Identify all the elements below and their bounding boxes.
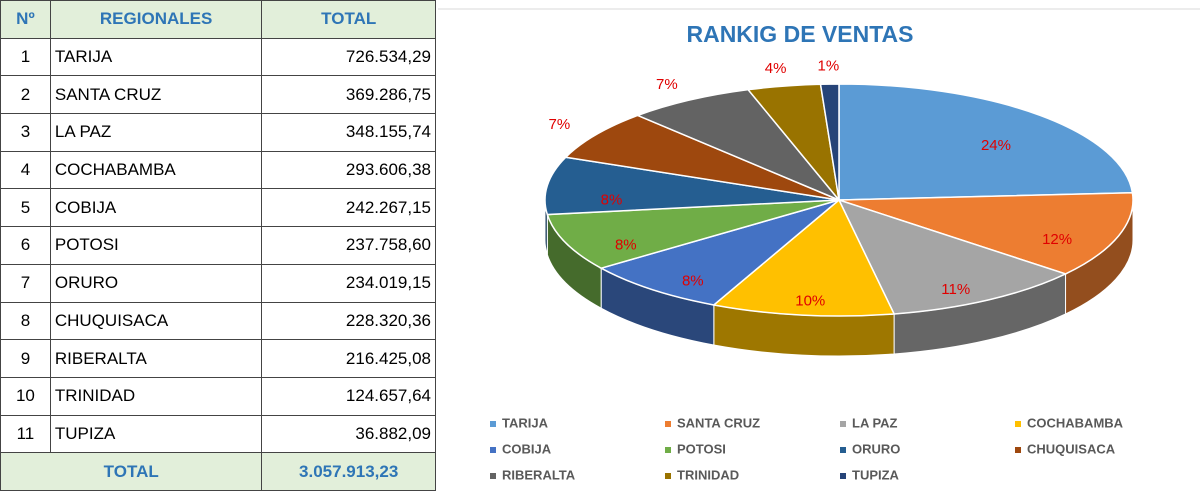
data-label: 12%	[1042, 231, 1072, 248]
table-cell: 1	[0, 37, 51, 77]
table-cell: 369.286,75	[261, 75, 436, 115]
table-row: 9 RIBERALTA 216.425,08	[0, 339, 436, 378]
table-row: 3 LA PAZ 348.155,74	[0, 113, 436, 152]
footer-total: 3.057.913,23	[261, 452, 436, 491]
legend-swatch	[665, 421, 671, 427]
legend-label: RIBERALTA	[502, 467, 576, 482]
table-row: 5 COBIJA 242.267,15	[0, 188, 436, 228]
table-row: 11 TUPIZA 36.882,09	[0, 414, 436, 454]
legend-swatch	[840, 447, 846, 453]
data-label: 11%	[941, 281, 970, 298]
table-cell: 726.534,29	[261, 37, 436, 77]
table-cell: LA PAZ	[49, 113, 263, 152]
pie-slice	[564, 114, 840, 201]
data-label: 1%	[818, 58, 840, 75]
legend-label: TARIJA	[502, 415, 549, 430]
legend-label: LA PAZ	[852, 415, 898, 430]
data-label: 8%	[601, 192, 623, 209]
pie-slice	[635, 88, 840, 201]
legend-swatch	[665, 447, 671, 453]
pie-slice	[819, 83, 840, 201]
data-label: 24%	[981, 137, 1011, 154]
pie-slice	[546, 199, 840, 269]
table-cell: RIBERALTA	[49, 339, 263, 378]
pie-slice	[544, 156, 840, 216]
table-cell: 5	[0, 188, 51, 228]
table-cell: COBIJA	[49, 188, 263, 228]
table-cell: 8	[0, 301, 51, 341]
data-label: 10%	[795, 293, 825, 310]
legend-label: POTOSI	[677, 441, 726, 456]
table-cell: 216.425,08	[261, 339, 436, 378]
pie-slice	[599, 199, 840, 306]
table-row: TOTAL 3.057.913,23	[0, 452, 436, 491]
table-cell: 293.606,38	[261, 150, 436, 190]
sales-table: Nº REGIONALES TOTAL 1 TARIJA 726.534,29 2 SANTA…	[0, 0, 436, 491]
table-cell: 2	[0, 75, 51, 115]
pie-slice	[837, 198, 1068, 315]
table-cell: TUPIZA	[49, 414, 263, 454]
table-cell: 4	[0, 150, 51, 190]
table-cell: 237.758,60	[261, 226, 436, 265]
table-cell: TRINIDAD	[49, 376, 263, 416]
table-cell: 348.155,74	[261, 113, 436, 152]
table-row: 6 POTOSI 237.758,60	[0, 226, 436, 265]
data-label: 8%	[615, 236, 637, 253]
header-cell: Nº	[0, 0, 51, 39]
data-label: 8%	[682, 273, 704, 290]
pie-slice	[838, 83, 1134, 201]
legend-swatch	[1015, 447, 1021, 453]
table-cell: 7	[0, 263, 51, 303]
legend-label: TRINIDAD	[677, 467, 739, 482]
table-row: 8 CHUQUISACA 228.320,36	[0, 301, 436, 341]
legend-swatch	[490, 421, 496, 427]
table-cell: 228.320,36	[261, 301, 436, 341]
legend-swatch	[840, 473, 846, 479]
table-row: Nº REGIONALES TOTAL	[0, 0, 436, 39]
footer-label: TOTAL	[0, 452, 263, 491]
table-row: 2 SANTA CRUZ 369.286,75	[0, 75, 436, 115]
legend-label: CHUQUISACA	[1027, 441, 1116, 456]
data-label: 7%	[656, 76, 678, 93]
pie-slice	[712, 198, 896, 317]
legend-label: SANTA CRUZ	[677, 415, 760, 430]
legend-swatch	[490, 447, 496, 453]
legend-label: TUPIZA	[852, 467, 900, 482]
table-cell: 36.882,09	[261, 414, 436, 454]
table-cell: CHUQUISACA	[49, 301, 263, 341]
legend-label: COCHABAMBA	[1027, 415, 1124, 430]
data-label: 4%	[765, 60, 787, 77]
legend-swatch	[840, 421, 846, 427]
chart-title: RANKIG DE VENTAS	[686, 21, 913, 47]
legend-label: COBIJA	[502, 441, 552, 456]
table-cell: 242.267,15	[261, 188, 436, 228]
table-cell: COCHABAMBA	[49, 150, 263, 190]
legend-swatch	[1015, 421, 1021, 427]
table-cell: SANTA CRUZ	[49, 75, 263, 115]
legend-swatch	[490, 473, 496, 479]
pie-slice	[838, 191, 1134, 275]
table-row: 4 COCHABAMBA 293.606,38	[0, 150, 436, 190]
legend-label: ORURO	[852, 441, 900, 456]
legend-swatch	[665, 473, 671, 479]
data-label: 7%	[549, 116, 571, 133]
table-row: 1 TARIJA 726.534,29	[0, 37, 436, 77]
